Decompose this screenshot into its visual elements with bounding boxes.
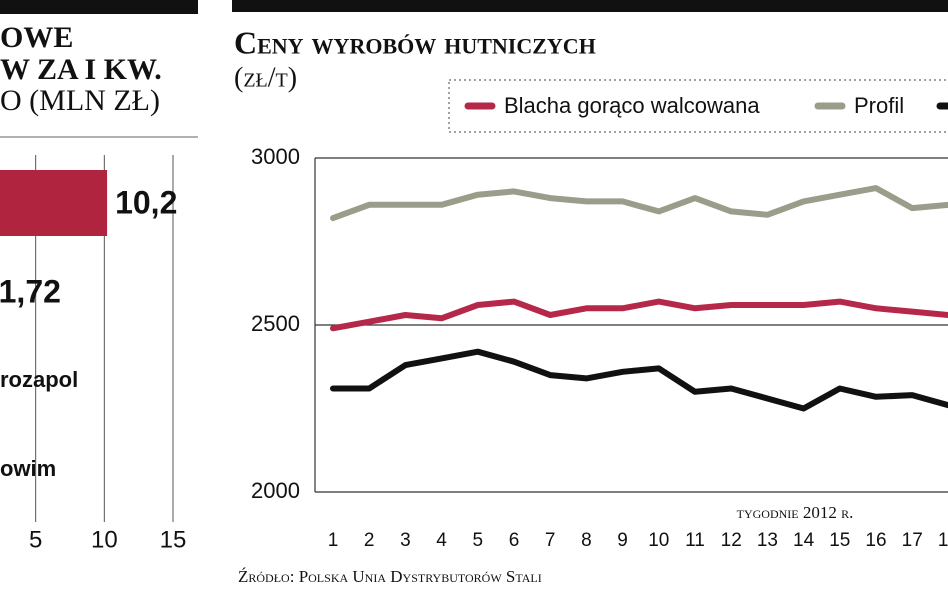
header-bar xyxy=(0,0,198,14)
x-tick-label: 7 xyxy=(545,530,556,551)
chart-subtitle: (zł/t) xyxy=(234,62,297,93)
legend-box xyxy=(448,79,948,133)
value-label: 10,2 xyxy=(115,184,177,220)
chart-title: Ceny wyrobów hutniczych xyxy=(234,24,596,60)
x-tick-label: 14 xyxy=(793,530,815,551)
x-tick-label: 13 xyxy=(757,530,778,551)
x-tick-label: 9 xyxy=(617,530,628,551)
legend-label: Blacha gorąco walcowana xyxy=(504,93,760,118)
y-tick-label: 2500 xyxy=(251,311,300,336)
line-series xyxy=(330,348,948,412)
line-series xyxy=(330,185,948,222)
x-tick-label: 1 xyxy=(328,530,339,551)
x-tick-label: 3 xyxy=(400,530,411,551)
header-bar xyxy=(232,0,948,12)
y-tick-label: 2000 xyxy=(251,478,300,503)
chart-title: W ZA I KW. xyxy=(0,53,162,86)
bar xyxy=(0,170,108,236)
chart-title: OWE xyxy=(0,21,73,54)
x-tick-label: 6 xyxy=(509,530,520,551)
x-tick-label: 12 xyxy=(721,530,742,551)
x-tick-label: 15 xyxy=(829,530,850,551)
x-tick-label: 5 xyxy=(473,530,484,551)
x-tick-label: 2 xyxy=(364,530,375,551)
x-tick-label: 8 xyxy=(581,530,592,551)
source: Źródło: Polska Unia Dystrybutorów Stali xyxy=(238,567,542,586)
x-tick-label: 15 xyxy=(160,526,187,553)
category-label: rozapol xyxy=(0,367,78,392)
x-tick-label: 10 xyxy=(91,526,118,553)
x-tick-label: 5 xyxy=(29,526,42,553)
legend-label: Profil xyxy=(854,93,904,118)
x-tick-label: 16 xyxy=(865,530,886,551)
x-tick-label: 10 xyxy=(648,530,669,551)
category-label: owim xyxy=(0,456,56,481)
y-tick-label: 3000 xyxy=(251,144,300,169)
x-axis-label: tygodnie 2012 r. xyxy=(737,503,854,522)
line-series xyxy=(330,298,948,332)
x-tick-label: 11 xyxy=(685,530,705,551)
x-tick-label: 17 xyxy=(902,530,923,551)
chart-subtitle: O (MLN ZŁ) xyxy=(0,84,160,117)
x-tick-label: 4 xyxy=(436,530,447,551)
x-tick-label: 18 xyxy=(938,530,948,551)
value-label: 1,72 xyxy=(0,273,61,309)
